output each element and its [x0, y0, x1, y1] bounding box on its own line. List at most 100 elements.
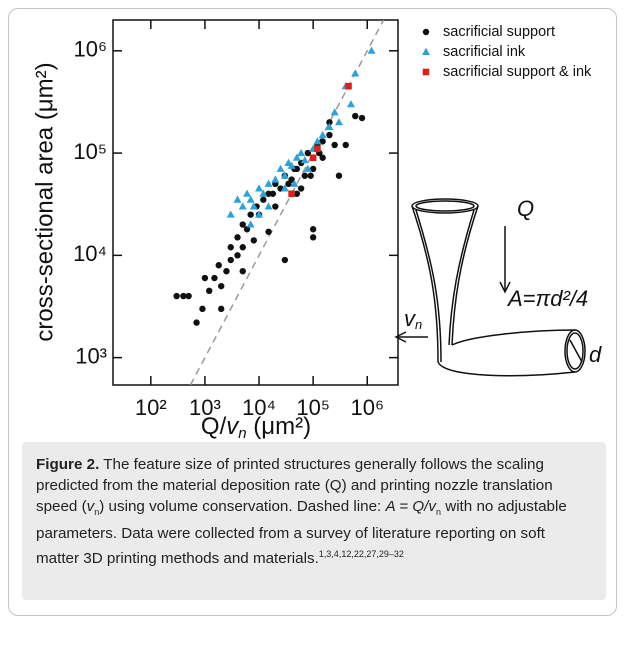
point	[309, 234, 317, 241]
x-axis-label: Q/vn (μm²)	[201, 413, 311, 440]
point	[227, 244, 234, 251]
x-label-part: (μm²)	[247, 413, 311, 440]
point	[326, 131, 333, 139]
caption: Figure 2. The feature size of printed st…	[22, 442, 606, 600]
point	[218, 282, 225, 290]
x-tick-label: 10⁴	[242, 395, 276, 420]
point	[233, 195, 242, 203]
point	[309, 165, 317, 173]
x-tick-label: 10⁵	[296, 395, 330, 420]
point	[265, 228, 272, 235]
x-tick-label: 10⁶	[350, 395, 384, 420]
point	[290, 179, 299, 187]
point	[218, 305, 225, 313]
flow-label: Q	[517, 196, 534, 221]
caption-text: v	[86, 498, 95, 515]
point	[325, 122, 334, 130]
point	[358, 114, 366, 122]
point	[264, 202, 273, 210]
point	[173, 292, 180, 300]
point	[234, 252, 241, 259]
plot-frame	[112, 19, 399, 386]
point	[238, 202, 247, 210]
point	[185, 292, 192, 300]
x-label-part: Q/	[201, 413, 227, 440]
speed-subscript: n	[415, 317, 422, 332]
speed-label: vn	[404, 306, 422, 333]
caption-text: n	[94, 507, 100, 518]
caption-label: Figure 2.	[36, 456, 100, 473]
legend-marker	[422, 68, 430, 76]
caption-text: ) using volume conservation. Dashed line…	[99, 498, 386, 515]
x-tick-label: 10³	[189, 395, 221, 420]
legend-label: sacrificial ink	[443, 44, 526, 60]
caption-text: n	[435, 507, 441, 518]
point	[319, 154, 326, 161]
point	[326, 119, 333, 126]
point	[280, 184, 289, 192]
point	[346, 100, 355, 108]
legend-marker	[422, 28, 430, 36]
point	[234, 234, 241, 241]
point	[297, 148, 306, 157]
point	[335, 172, 343, 179]
legend-label: sacrificial support & ink	[443, 64, 592, 80]
plot-area	[173, 20, 385, 385]
point	[255, 210, 264, 218]
point	[292, 153, 301, 161]
point	[352, 112, 359, 120]
point	[313, 137, 322, 145]
y-tick-label: 10³	[75, 343, 107, 368]
caption-refs: 1,3,4,12,22,27,29–32	[318, 549, 404, 560]
point	[342, 141, 349, 149]
caption-text: The feature size of printed structures g…	[36, 456, 553, 515]
y-tick-label: 10⁴	[73, 241, 107, 266]
chart: cross-sectional area (μm²) Q/vn (μm²) Q …	[31, 19, 602, 440]
point	[345, 82, 352, 90]
point	[297, 185, 305, 192]
point	[193, 319, 200, 326]
point	[367, 46, 376, 54]
x-label-part: n	[238, 425, 246, 440]
point	[250, 237, 257, 244]
point	[314, 145, 321, 153]
point	[243, 226, 251, 233]
point	[272, 203, 279, 210]
point	[309, 226, 317, 233]
point	[249, 202, 258, 210]
figure-frame	[8, 8, 617, 616]
point	[271, 175, 280, 183]
point	[243, 189, 252, 197]
point	[201, 274, 209, 282]
point	[223, 267, 230, 275]
point	[180, 292, 187, 300]
legend-marker	[422, 47, 430, 55]
point	[206, 287, 213, 295]
point	[211, 274, 218, 282]
x-tick-label: 10²	[135, 395, 167, 420]
point	[331, 141, 338, 149]
point	[227, 256, 234, 264]
point	[318, 130, 327, 139]
point	[301, 172, 308, 179]
point	[260, 196, 267, 203]
point	[300, 156, 309, 164]
point	[276, 164, 285, 172]
point	[319, 138, 326, 145]
legend-label: sacrificial support	[443, 24, 555, 40]
caption-text: with no adjustable parameters. Data were…	[36, 498, 567, 568]
y-axis-label: cross-sectional area (μm²)	[31, 62, 58, 341]
x-label-part: v	[226, 413, 240, 440]
y-tick-label: 10⁶	[73, 37, 107, 62]
point	[351, 69, 360, 77]
point	[288, 190, 295, 198]
point	[239, 267, 246, 275]
point	[247, 211, 254, 218]
point	[246, 220, 255, 228]
point	[303, 164, 312, 172]
point	[239, 244, 246, 251]
y-tick-label: 10⁵	[73, 139, 107, 164]
point	[330, 108, 339, 116]
point	[199, 305, 206, 313]
